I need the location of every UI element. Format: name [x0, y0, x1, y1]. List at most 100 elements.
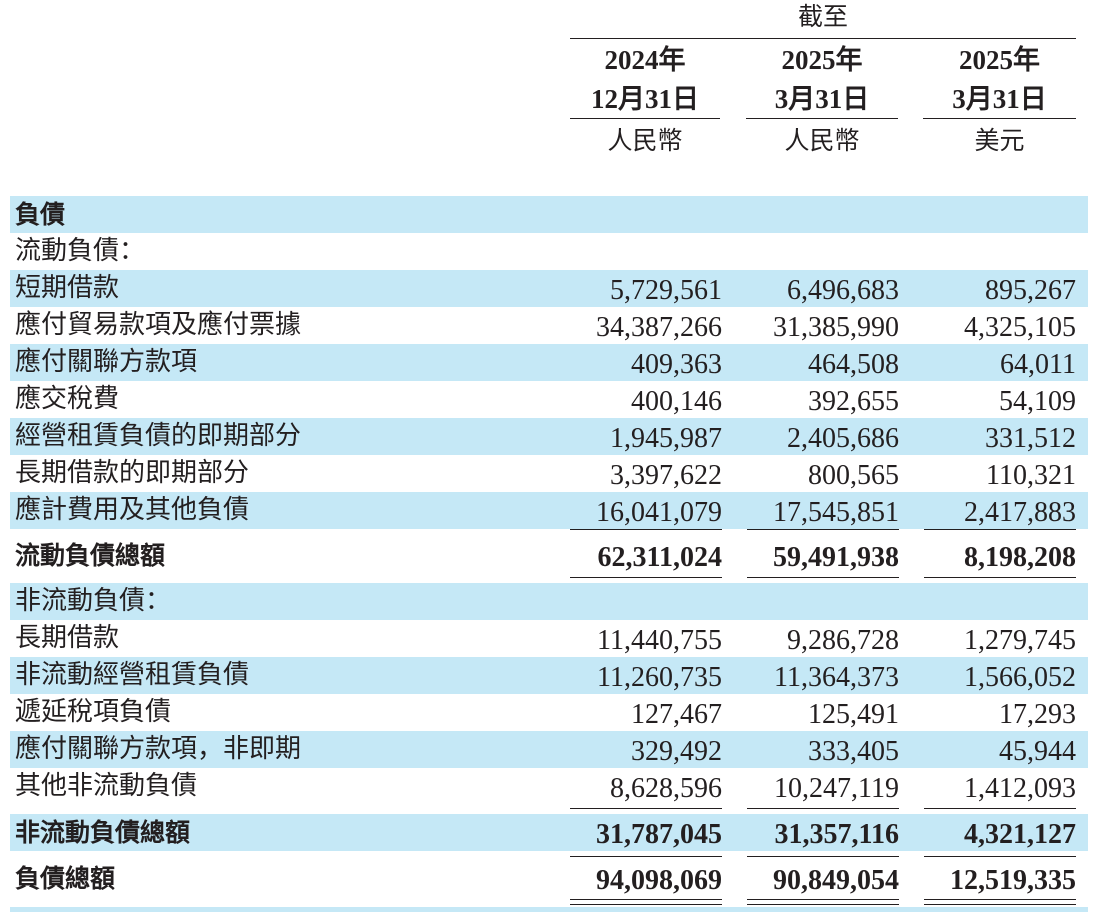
- table-row: 其他非流動負債 8,628,596 10,247,119 1,412,093: [10, 768, 1088, 809]
- total-row-current-liabilities: 流動負債總額 62,311,024 59,491,938 8,198,208: [10, 537, 1088, 578]
- value-cell: 31,385,990: [773, 312, 899, 343]
- value-cell: 3,397,622: [610, 460, 722, 491]
- row-label: 應計費用及其他負債: [15, 495, 250, 525]
- row-label: 負債: [15, 200, 66, 229]
- value-cell: 1,279,745: [964, 625, 1076, 656]
- value-cell: 2,417,883: [964, 497, 1076, 528]
- value-cell: 8,198,208: [964, 542, 1076, 573]
- column-2-currency: 人民幣: [784, 126, 860, 155]
- subtotal-rule: [747, 808, 899, 809]
- value-cell: 34,387,266: [596, 312, 722, 343]
- row-label: 非流動經營租賃負債: [15, 660, 250, 690]
- value-cell: 6,496,683: [787, 275, 899, 306]
- table-row: 遞延稅項負債 127,467 125,491 17,293: [10, 694, 1088, 731]
- as-of-header: 截至: [797, 2, 848, 31]
- value-cell: 331,512: [985, 423, 1076, 454]
- row-label: 應付關聯方款項: [15, 347, 198, 377]
- value-cell: 895,267: [985, 275, 1076, 306]
- row-label: 負債總額: [15, 864, 116, 893]
- value-cell: 17,545,851: [773, 497, 899, 528]
- bottom-shaded-band: [10, 907, 1088, 912]
- value-cell: 329,492: [631, 736, 722, 767]
- value-cell: 45,944: [999, 736, 1076, 767]
- subtotal-rule: [924, 808, 1076, 809]
- total-rule: [570, 856, 722, 857]
- value-cell: 333,405: [808, 736, 899, 767]
- row-label: 非流動負債總額: [15, 818, 191, 847]
- total-rule: [924, 856, 1076, 857]
- value-cell: 54,109: [999, 386, 1076, 417]
- value-cell: 1,945,987: [610, 423, 722, 454]
- grand-total-double-rule: [570, 899, 722, 905]
- subtotal-rule: [570, 529, 722, 530]
- value-cell: 31,787,045: [596, 819, 722, 850]
- row-label: 流動負債：: [15, 236, 146, 266]
- value-cell: 59,491,938: [773, 542, 899, 573]
- value-cell: 11,260,735: [597, 662, 722, 693]
- value-cell: 12,519,335: [950, 865, 1076, 896]
- row-label: 短期借款: [15, 273, 120, 303]
- row-label: 長期借款: [15, 623, 120, 653]
- value-cell: 10,247,119: [774, 773, 899, 804]
- grand-total-double-rule: [747, 899, 899, 905]
- value-cell: 62,311,024: [597, 542, 722, 573]
- value-cell: 11,440,755: [597, 625, 722, 656]
- value-cell: 17,293: [999, 699, 1076, 730]
- row-label: 應付關聯方款項，非即期: [15, 734, 302, 764]
- column-1-year: 2024年: [604, 45, 686, 75]
- value-cell: 5,729,561: [610, 275, 722, 306]
- row-label: 經營租賃負債的即期部分: [15, 421, 302, 451]
- subtotal-rule: [747, 529, 899, 530]
- value-cell: 464,508: [808, 349, 899, 380]
- value-cell: 4,325,105: [964, 312, 1076, 343]
- value-cell: 8,628,596: [610, 773, 722, 804]
- subsection-header-current: 流動負債：: [10, 233, 1088, 270]
- subtotal-rule: [570, 808, 722, 809]
- total-row-non-current-liabilities: 非流動負債總額 31,787,045 31,357,116 4,321,127: [10, 814, 1088, 857]
- value-cell: 409,363: [631, 349, 722, 380]
- table-row: 應付關聯方款項，非即期 329,492 333,405 45,944: [10, 731, 1088, 768]
- column-1-rule: [570, 118, 720, 119]
- total-rule: [747, 856, 899, 857]
- value-cell: 9,286,728: [787, 625, 899, 656]
- subsection-header-non-current: 非流動負債：: [10, 583, 1088, 620]
- row-label: 應付貿易款項及應付票據: [15, 310, 302, 340]
- column-2-date: 3月31日: [774, 84, 870, 114]
- row-label: 應交稅費: [15, 384, 120, 414]
- column-1-date: 12月31日: [591, 84, 699, 114]
- value-cell: 110,321: [986, 460, 1076, 491]
- table-row: 應計費用及其他負債 16,041,079 17,545,851 2,417,88…: [10, 492, 1088, 530]
- grand-total-row-liabilities: 負債總額 94,098,069 90,849,054 12,519,335: [10, 860, 1088, 905]
- grand-total-double-rule: [924, 899, 1076, 905]
- value-cell: 31,357,116: [774, 819, 899, 850]
- value-cell: 125,491: [808, 699, 899, 730]
- row-label: 非流動負債：: [15, 586, 172, 616]
- value-cell: 400,146: [631, 386, 722, 417]
- total-rule: [570, 577, 722, 578]
- value-cell: 4,321,127: [964, 819, 1076, 850]
- table-row: 應交稅費 400,146 392,655 54,109: [10, 381, 1088, 418]
- row-label: 其他非流動負債: [15, 771, 198, 801]
- column-2-rule: [746, 118, 898, 119]
- column-2-year: 2025年: [781, 45, 863, 75]
- value-cell: 90,849,054: [773, 865, 899, 896]
- column-3-year: 2025年: [959, 45, 1040, 75]
- table-row: 應付關聯方款項 409,363 464,508 64,011: [10, 344, 1088, 381]
- header-rule: [570, 38, 1076, 39]
- section-header-liabilities: 負債: [10, 196, 1088, 233]
- total-rule: [924, 577, 1076, 578]
- value-cell: 127,467: [631, 699, 722, 730]
- value-cell: 392,655: [808, 386, 899, 417]
- value-cell: 800,565: [808, 460, 899, 491]
- subtotal-rule: [924, 529, 1076, 530]
- value-cell: 1,412,093: [964, 773, 1076, 804]
- table-row: 短期借款 5,729,561 6,496,683 895,267: [10, 270, 1088, 307]
- table-row: 長期借款的即期部分 3,397,622 800,565 110,321: [10, 455, 1088, 492]
- total-rule: [747, 577, 899, 578]
- value-cell: 11,364,373: [774, 662, 899, 693]
- value-cell: 94,098,069: [596, 865, 722, 896]
- value-cell: 16,041,079: [596, 497, 722, 528]
- row-label: 流動負債總額: [15, 541, 166, 570]
- table-row: 經營租賃負債的即期部分 1,945,987 2,405,686 331,512: [10, 418, 1088, 455]
- column-3-date: 3月31日: [952, 84, 1047, 114]
